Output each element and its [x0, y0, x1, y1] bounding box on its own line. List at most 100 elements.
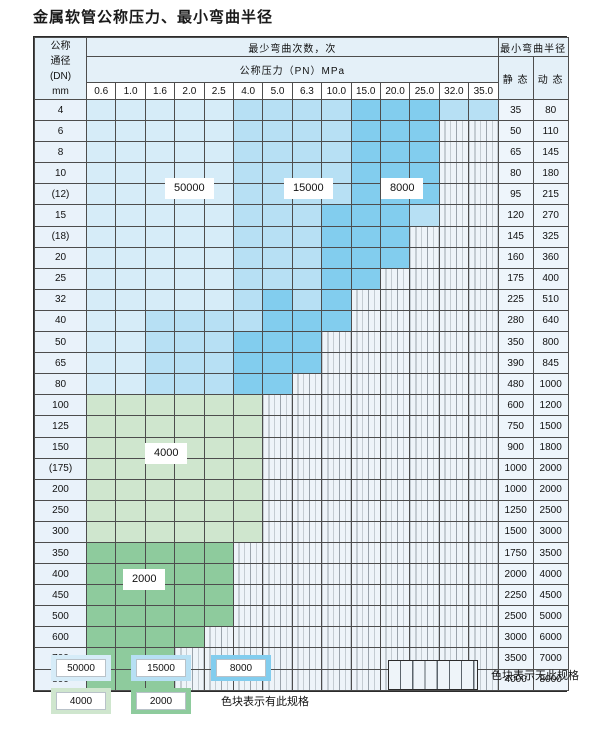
cell-spec-2.0: [174, 120, 205, 143]
cell-radius-static: 2000: [497, 563, 534, 586]
cell-spec-2.5: [203, 309, 234, 333]
header-pressure-6.3: 6.3: [291, 82, 323, 100]
cell-spec-4.0: [232, 352, 264, 375]
header-dn-line-0: 公称: [50, 40, 71, 52]
cell-spec-4.0: [232, 267, 264, 290]
cell-spec-20.0: [379, 120, 411, 143]
cell-spec-2.5: [203, 141, 234, 164]
cell-spec-20.0: [379, 457, 411, 480]
header-radius-band: 最小弯曲半径: [497, 37, 569, 57]
cell-radius-static: 80: [497, 162, 534, 185]
cell-spec-1.0: [115, 183, 146, 206]
table-row: 6 50 110: [34, 120, 569, 143]
cell-spec-1.6: [144, 626, 176, 649]
cell-spec-0.6: [85, 141, 117, 164]
legend-chip-label: 50000: [56, 659, 106, 677]
header-pressure-4.0: 4.0: [232, 82, 264, 100]
overlay-label-50000: 50000: [166, 179, 213, 198]
cell-radius-dynamic: 2500: [532, 499, 569, 522]
cell-spec-4.0: [232, 288, 264, 311]
cell-dn: 300: [34, 520, 87, 543]
spec-table-container: 公称 通径 (DN) mm 最少弯曲次数，次 最小弯曲半径 公称压力（PN）MP…: [33, 36, 569, 692]
header-row-pressure-values: 0.6 1.0 1.6 2.0 2.5 4.0 5.0 6.3 10.0 15.0 20.0 25.0…: [35, 82, 569, 100]
cell-radius-static: 750: [497, 415, 534, 438]
cell-spec-4.0: [232, 204, 264, 227]
cell-spec-0.6: [85, 457, 117, 480]
cell-spec-15.0: [350, 204, 381, 227]
cell-spec-15.0: [350, 331, 381, 354]
header-dn-line-1: 通径: [50, 55, 71, 67]
header-pressure-1.6: 1.6: [144, 82, 176, 100]
cell-radius-static: 1500: [497, 520, 534, 543]
table-row: 50 350 800: [34, 331, 569, 354]
cell-spec-6.3: [291, 204, 323, 227]
cell-radius-dynamic: 400: [532, 267, 569, 290]
legend-chip-label: 15000: [136, 659, 186, 677]
cell-spec-1.0: [115, 309, 146, 333]
cell-spec-0.6: [85, 267, 117, 290]
cell-spec-5.0: [262, 267, 293, 290]
cell-spec-35.0: [468, 478, 499, 501]
cell-spec-20.0: [379, 373, 411, 396]
cell-spec-5.0: [262, 120, 293, 143]
cell-radius-static: 2250: [497, 584, 534, 607]
cell-spec-10.0: [321, 520, 352, 543]
cell-radius-dynamic: 110: [532, 120, 569, 143]
cell-radius-static: 160: [497, 246, 534, 269]
cell-spec-32.0: [438, 457, 470, 480]
cell-spec-20.0: [379, 267, 411, 290]
cell-spec-25.0: [409, 246, 440, 269]
cell-spec-2.0: [174, 204, 205, 227]
cell-spec-0.6: [85, 436, 117, 459]
cell-spec-4.0: [232, 478, 264, 501]
cell-spec-2.0: [174, 584, 205, 607]
cell-spec-32.0: [438, 309, 470, 333]
cell-spec-0.6: [85, 605, 117, 628]
cell-spec-0.6: [85, 373, 117, 396]
cell-spec-4.0: [232, 162, 264, 185]
cell-spec-2.0: [174, 626, 205, 649]
cell-radius-static: 280: [497, 309, 534, 333]
no-spec-sample-block: [388, 660, 478, 690]
cell-spec-35.0: [468, 141, 499, 164]
cell-spec-6.3: [291, 267, 323, 290]
cell-spec-0.6: [85, 563, 117, 586]
cell-spec-2.5: [203, 204, 234, 227]
cell-spec-35.0: [468, 204, 499, 227]
cell-spec-25.0: [409, 225, 440, 248]
cell-dn: 125: [34, 415, 87, 438]
cell-spec-4.0: [232, 605, 264, 628]
cell-spec-1.6: [144, 373, 176, 396]
cell-spec-32.0: [438, 120, 470, 143]
cell-spec-5.0: [262, 141, 293, 164]
cell-spec-6.3: [291, 120, 323, 143]
cell-spec-5.0: [262, 563, 293, 586]
cell-dn: 15: [34, 204, 87, 227]
cell-spec-25.0: [409, 204, 440, 227]
cell-spec-20.0: [379, 563, 411, 586]
cell-spec-2.0: [174, 499, 205, 522]
cell-spec-6.3: [291, 98, 323, 122]
cell-spec-1.6: [144, 120, 176, 143]
cell-spec-2.0: [174, 478, 205, 501]
cell-spec-1.0: [115, 331, 146, 354]
cell-dn: 600: [34, 626, 87, 649]
cell-spec-20.0: [379, 584, 411, 607]
cell-spec-10.0: [321, 499, 352, 522]
cell-dn: 6: [34, 120, 87, 143]
cell-spec-1.0: [115, 394, 146, 417]
cell-spec-0.6: [85, 183, 117, 206]
cell-spec-2.5: [203, 415, 234, 438]
cell-spec-2.0: [174, 541, 205, 565]
cell-spec-35.0: [468, 120, 499, 143]
cell-spec-20.0: [379, 499, 411, 522]
cell-spec-15.0: [350, 668, 381, 691]
cell-spec-15.0: [350, 373, 381, 396]
cell-radius-dynamic: 510: [532, 288, 569, 311]
cell-spec-4.0: [232, 120, 264, 143]
cell-dn: 32: [34, 288, 87, 311]
cell-spec-6.3: [291, 478, 323, 501]
cell-spec-5.0: [262, 225, 293, 248]
cell-spec-15.0: [350, 225, 381, 248]
cell-spec-1.0: [115, 605, 146, 628]
